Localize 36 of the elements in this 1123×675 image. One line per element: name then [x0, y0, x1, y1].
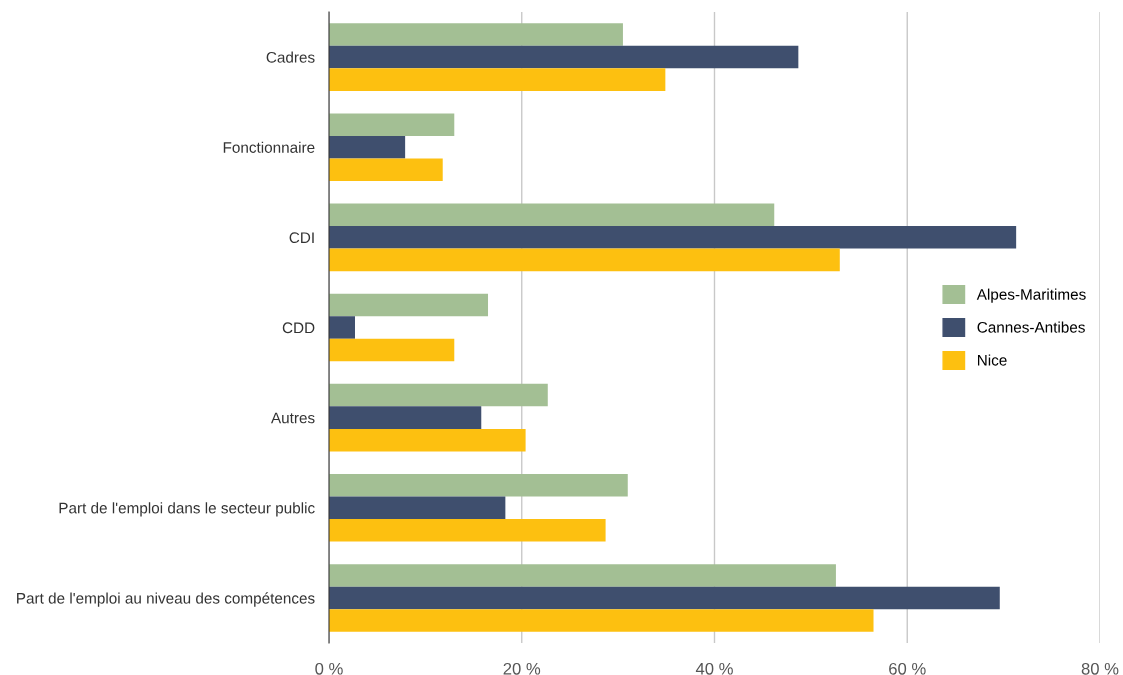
- bar: [329, 564, 836, 587]
- bar: [329, 135, 406, 159]
- bar: [329, 586, 1000, 610]
- bar: [329, 113, 455, 136]
- y-tick-label: CDI: [289, 232, 314, 244]
- bar: [329, 473, 628, 497]
- legend-label: Nice: [978, 354, 1007, 366]
- bar: [329, 496, 506, 520]
- bar: [329, 226, 1017, 249]
- bar: [329, 248, 840, 272]
- y-tick-label: Autres: [270, 412, 315, 424]
- legend-label: Cannes-Antibes: [977, 321, 1085, 333]
- bar: [329, 338, 455, 362]
- bar: [329, 428, 526, 452]
- bar: [329, 23, 623, 46]
- bar: [329, 406, 482, 429]
- y-tick-label: CDD: [282, 322, 315, 334]
- bar: [329, 68, 666, 91]
- y-tick-label: Part de l'emploi au niveau des compétences: [17, 592, 315, 607]
- bar: [329, 45, 799, 69]
- x-tick-label: 0 %: [315, 662, 343, 675]
- x-tick-label: 20 %: [503, 662, 541, 675]
- bar: [329, 158, 443, 182]
- legend-label: Alpes-Maritimes: [976, 288, 1086, 303]
- y-tick-label: Part de l'emploi dans le secteur public: [59, 502, 315, 517]
- y-tick-label: Fonctionnaire: [223, 141, 315, 153]
- bar: [329, 316, 356, 339]
- bar: [329, 519, 606, 542]
- x-tick-label: 60 %: [889, 662, 926, 675]
- bar: [329, 609, 874, 632]
- bar: [329, 293, 489, 317]
- bar: [329, 203, 775, 227]
- x-tick-label: 40 %: [695, 662, 733, 675]
- y-tick-label: Cadres: [266, 51, 315, 63]
- bar: [329, 383, 548, 407]
- x-tick-label: 80 %: [1081, 662, 1119, 675]
